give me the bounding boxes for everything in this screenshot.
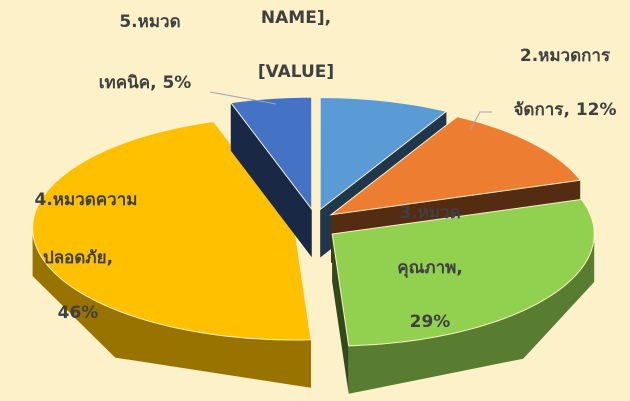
data-label: คุณภาพ, [397, 258, 463, 278]
leader-line [469, 111, 492, 131]
slice-top [329, 116, 582, 216]
data-label: [VALUE] [258, 62, 334, 82]
slice-wall [348, 234, 595, 394]
slice [331, 198, 595, 394]
data-label: เทคนิค, 5% [99, 73, 192, 93]
data-label: NAME], [261, 8, 331, 28]
slice [229, 96, 313, 258]
data-label: 29% [410, 312, 451, 332]
slice-top [319, 96, 448, 211]
slice-side [230, 102, 312, 258]
data-label: ปลอดภัย, [43, 248, 113, 268]
data-label: 4.หมวดความ [35, 190, 138, 210]
slice-top [331, 198, 595, 347]
data-label: จัดการ, 12% [513, 100, 616, 120]
data-label: 3.หมวด [399, 203, 460, 223]
leader-line [209, 91, 277, 105]
data-label: 46% [58, 303, 99, 323]
slice-top [229, 96, 313, 211]
slice-top [32, 120, 312, 341]
data-label: 2.หมวดการ [520, 46, 611, 66]
slice-side [332, 233, 349, 394]
slice-wall [32, 228, 311, 388]
slice [32, 120, 312, 388]
data-label: 5.หมวด [119, 12, 180, 32]
